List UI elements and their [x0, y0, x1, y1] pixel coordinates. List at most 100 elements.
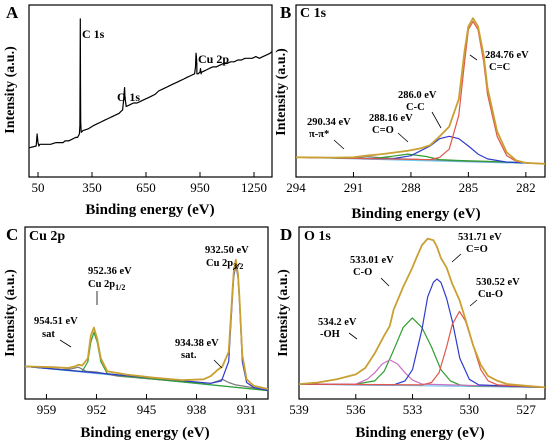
x-tick-label-b-3: 285 [459, 180, 479, 195]
x-tick-label-b-2: 288 [401, 180, 421, 195]
leader-b1 [469, 54, 478, 61]
x-ticks-c: 959 952 945 938 931 [37, 394, 257, 417]
x-tick-label-d-0: 539 [289, 402, 309, 417]
series-line-c-3 [24, 263, 269, 392]
x-axis-title-b: Binding energy (eV) [351, 206, 480, 222]
x-tick-label-a-1: 350 [82, 180, 102, 195]
peak-label-d2: 533.01 eV [350, 255, 394, 266]
series-line-d-3 [298, 278, 546, 388]
spectrum-a [28, 18, 273, 149]
peak-sub-b1: C=C [489, 62, 510, 73]
panel-title-c: Cu 2p [29, 229, 65, 244]
peak-label-c1: 932.50 eV [205, 245, 249, 256]
peak-sub-c1-main: Cu 2p [206, 258, 233, 269]
x-axis-title-a: Binding energy (eV) [85, 202, 214, 218]
x-tick-label-c-0: 959 [37, 402, 57, 417]
series-line-d-4 [298, 310, 546, 388]
x-tick-label-d-4: 527 [516, 402, 536, 417]
plot-frame-d [298, 226, 546, 400]
leader-b3 [397, 132, 409, 143]
spectra-c [24, 258, 269, 392]
peak-label-b4: 290.34 eV [307, 117, 351, 128]
series-line-c-4 [24, 258, 269, 390]
x-tick-label-b-4: 282 [516, 180, 536, 195]
peak-sub-b2: C-C [406, 102, 425, 113]
spectra-d [298, 237, 546, 389]
label-cu2p-a: Cu 2p [198, 52, 229, 66]
spectra-b [295, 17, 546, 165]
peak-label-b1: 284.76 eV [485, 50, 529, 61]
peak-label-c2: 952.36 eV [88, 266, 132, 277]
x-ticks-b: 294 291 288 285 282 [286, 172, 536, 195]
leader-b4 [333, 139, 345, 150]
panel-letter-a: A [6, 3, 19, 22]
peak-label-b3: 288.16 eV [369, 113, 413, 124]
panel-d: D O 1s 539 536 533 530 527 Binding energy (e… [276, 225, 546, 441]
plot-frame-b [295, 4, 546, 178]
series-line-b-3 [295, 135, 546, 165]
peak-label-d4: 534.2 eV [318, 317, 357, 328]
series-line-b-5 [295, 17, 546, 165]
panel-title-b: C 1s [300, 6, 327, 21]
leader-d4 [348, 332, 358, 340]
peak-sub-c2-subscript: 1/2 [115, 283, 125, 292]
x-tick-label-a-2: 650 [136, 180, 156, 195]
leader-d1 [451, 253, 462, 263]
plot-frame-a [28, 4, 273, 178]
leader-c1 [232, 262, 241, 271]
x-tick-label-c-4: 931 [237, 402, 257, 417]
x-tick-label-a-4: 1250 [241, 180, 267, 195]
peak-sub-c3: sat [42, 329, 55, 340]
peak-sub-c1-subscript: 3/2 [233, 262, 243, 271]
x-tick-label-d-2: 533 [403, 402, 423, 417]
leader-d2 [380, 277, 390, 287]
x-tick-label-c-3: 938 [187, 402, 207, 417]
x-axis-title-d: Binding energy (eV) [355, 425, 484, 441]
x-tick-label-d-1: 536 [346, 402, 366, 417]
x-tick-label-b-0: 294 [286, 180, 306, 195]
panel-a: A 50 350 650 950 1250 Binding energy (eV) In… [3, 3, 273, 218]
x-tick-label-b-1: 291 [344, 180, 364, 195]
peak-sub-d3: Cu-O [478, 289, 503, 300]
leader-d3 [469, 299, 478, 307]
y-axis-title-b: Intensity (a.u.) [274, 48, 289, 136]
peak-sub-d2: C-O [353, 267, 372, 278]
leader-b2 [431, 111, 442, 129]
peak-sub-c2: Cu 2p1/2 [88, 279, 125, 292]
panel-letter-b: B [280, 3, 291, 22]
panel-letter-d: D [280, 225, 292, 244]
series-line-d-2 [299, 359, 546, 388]
series-line-d-5 [298, 237, 546, 389]
label-o1s-a: O 1s [117, 90, 140, 104]
x-tick-label-d-3: 530 [460, 402, 480, 417]
y-axis-title-c: Intensity (a.u.) [3, 269, 18, 357]
y-axis-title-a: Intensity (a.u.) [3, 46, 18, 134]
x-tick-label-c-2: 945 [137, 402, 157, 417]
peak-sub-c1: Cu 2p3/2 [206, 258, 243, 271]
x-tick-label-c-1: 952 [87, 402, 107, 417]
series-line-b-4 [295, 20, 546, 165]
peak-label-d3: 530.52 eV [476, 277, 520, 288]
y-axis-title-d: Intensity (a.u.) [276, 269, 291, 357]
peak-sub-c4: sat. [181, 350, 197, 361]
leader-c3 [59, 339, 72, 348]
series-line-a-0 [28, 18, 273, 149]
x-ticks-a: 50 350 650 950 1250 [32, 172, 267, 195]
panel-b: B C 1s 294 291 288 285 282 Binding energy (e… [274, 3, 546, 222]
peak-label-c4: 934.38 eV [175, 338, 219, 349]
x-tick-label-a-3: 950 [190, 180, 210, 195]
peak-sub-b4: π-π* [309, 129, 329, 140]
series-line-b-2 [295, 153, 546, 165]
peak-label-d1: 531.71 eV [458, 232, 502, 243]
x-axis-title-c: Binding energy (eV) [80, 425, 209, 441]
series-line-d-1 [299, 317, 546, 388]
label-c1s-a: C 1s [82, 27, 105, 41]
panel-c: C Cu 2p 959 952 945 938 931 Binding energy (… [3, 225, 269, 441]
peak-sub-b3: C=O [372, 125, 394, 136]
peak-sub-d4: -OH [320, 329, 340, 340]
peak-sub-d1: C=O [466, 244, 488, 255]
peak-label-b2: 286.0 eV [398, 90, 437, 101]
peak-label-c3: 954.51 eV [34, 316, 78, 327]
peak-sub-c2-main: Cu 2p [88, 279, 115, 290]
